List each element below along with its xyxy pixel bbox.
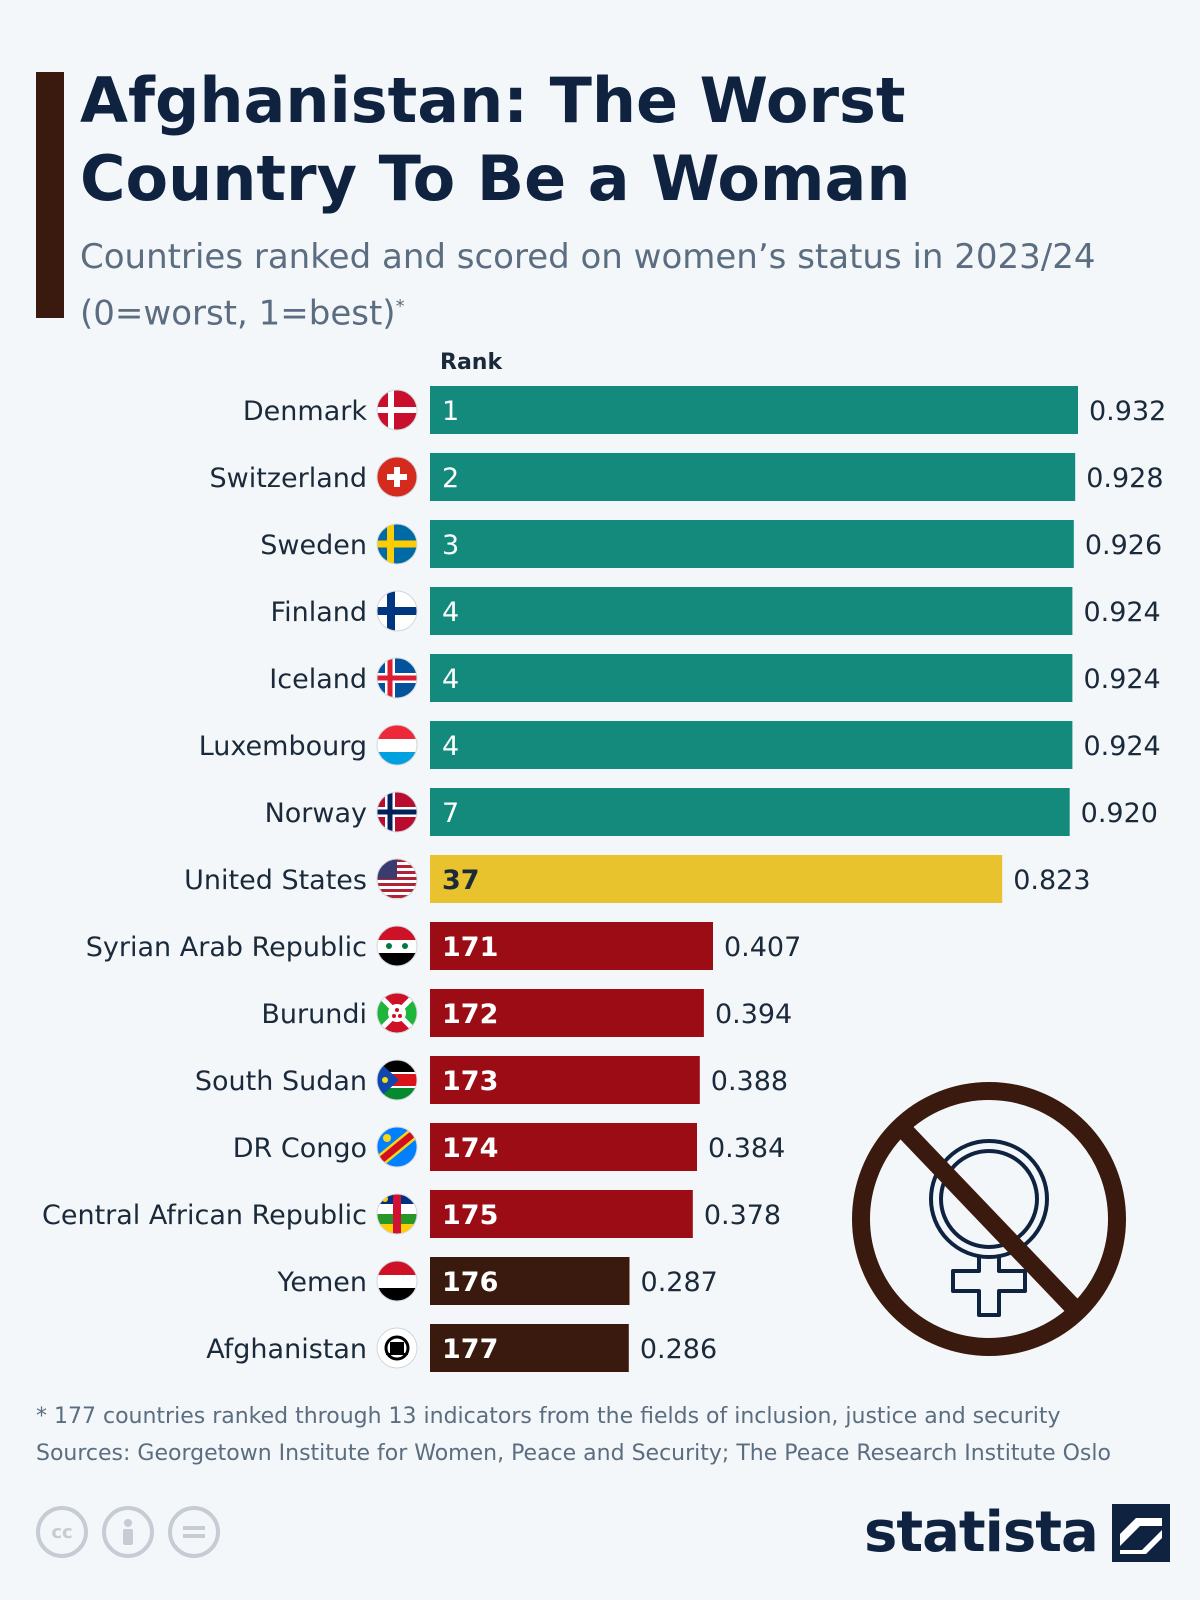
rank-label-south-sudan: 173 (442, 1066, 498, 1097)
value-label-burundi: 0.394 (715, 999, 792, 1030)
value-label-central-african-republic: 0.378 (704, 1200, 781, 1231)
bar-south-sudan (430, 1056, 700, 1104)
rank-label-iceland: 4 (442, 664, 459, 695)
rank-header: Rank (440, 350, 503, 375)
bar-switzerland (430, 453, 1076, 501)
bar-central-african-republic (430, 1190, 693, 1238)
country-label-yemen: Yemen (276, 1267, 367, 1298)
country-label-central-african-republic: Central African Republic (42, 1200, 367, 1231)
bar-sweden (430, 520, 1074, 568)
bar-yemen (430, 1257, 630, 1305)
country-label-norway: Norway (265, 798, 367, 829)
burundi-flag-icon (376, 992, 418, 1034)
syria-flag-icon (376, 925, 418, 967)
switzerland-flag-icon (376, 456, 418, 498)
value-label-united-states: 0.823 (1013, 865, 1090, 896)
value-label-denmark: 0.932 (1089, 396, 1166, 427)
statista-logo[interactable]: statista (864, 1500, 1170, 1565)
rank-label-dr-congo: 174 (442, 1133, 498, 1164)
dr-congo-flag-icon (376, 1126, 418, 1168)
country-label-denmark: Denmark (243, 396, 367, 427)
rank-label-sweden: 3 (442, 530, 459, 561)
page-subtitle: Countries ranked and scored on women’s s… (80, 232, 1160, 338)
value-label-switzerland: 0.928 (1086, 463, 1163, 494)
country-label-syrian-arab-republic: Syrian Arab Republic (86, 932, 367, 963)
country-label-sweden: Sweden (260, 530, 367, 561)
rank-label-switzerland: 2 (442, 463, 459, 494)
country-label-switzerland: Switzerland (210, 463, 368, 494)
value-label-norway: 0.920 (1081, 798, 1158, 829)
bar-luxembourg (430, 721, 1073, 769)
country-label-luxembourg: Luxembourg (199, 731, 367, 762)
country-label-south-sudan: South Sudan (195, 1066, 367, 1097)
subtitle-footnote-marker: * (395, 296, 405, 317)
bar-dr-congo (430, 1123, 697, 1171)
rank-label-united-states: 37 (442, 865, 480, 896)
bar-iceland (430, 654, 1073, 702)
value-label-south-sudan: 0.388 (711, 1066, 788, 1097)
footnote-note: * 177 countries ranked through 13 indica… (36, 1404, 1061, 1429)
bar-afghanistan (430, 1324, 629, 1372)
value-label-luxembourg: 0.924 (1083, 731, 1160, 762)
country-label-afghanistan: Afghanistan (206, 1334, 367, 1365)
creative-commons-icon[interactable]: cc (36, 1506, 88, 1558)
bar-denmark (430, 386, 1078, 434)
country-label-united-states: United States (184, 865, 367, 896)
rank-label-burundi: 172 (442, 999, 498, 1030)
value-label-finland: 0.924 (1083, 597, 1160, 628)
value-label-dr-congo: 0.384 (708, 1133, 785, 1164)
statista-mark-icon (1111, 1503, 1170, 1562)
finland-flag-icon (376, 590, 418, 632)
value-label-iceland: 0.924 (1083, 664, 1160, 695)
rank-label-finland: 4 (442, 597, 459, 628)
rank-label-luxembourg: 4 (442, 731, 459, 762)
footnote: * 177 countries ranked through 13 indica… (36, 1398, 1176, 1472)
rank-label-central-african-republic: 175 (442, 1200, 498, 1231)
afghanistan-flag-icon (376, 1327, 418, 1369)
rank-label-norway: 7 (442, 798, 459, 829)
country-label-finland: Finland (271, 597, 367, 628)
yemen-flag-icon (376, 1260, 418, 1302)
subtitle-text: Countries ranked and scored on women’s s… (80, 237, 1096, 334)
south-sudan-flag-icon (376, 1059, 418, 1101)
bar-syrian-arab-republic (430, 922, 713, 970)
no-women-symbol-icon (852, 1082, 1126, 1356)
rank-label-yemen: 176 (442, 1267, 498, 1298)
bar-burundi (430, 989, 704, 1037)
luxembourg-flag-icon (376, 724, 418, 766)
value-label-sweden: 0.926 (1085, 530, 1162, 561)
united-states-flag-icon (376, 858, 418, 900)
norway-flag-icon (376, 791, 418, 833)
denmark-flag-icon (376, 389, 418, 431)
value-label-afghanistan: 0.286 (640, 1334, 717, 1365)
no-derivatives-icon[interactable] (168, 1506, 220, 1558)
title-accent-bar (36, 72, 64, 318)
bar-chart: Rank Denmark 1 0.932 Switzerland 2 0.928 Swede… (42, 350, 1166, 1372)
bar-norway (430, 788, 1070, 836)
footnote-sources: Sources: Georgetown Institute for Women,… (36, 1441, 1111, 1466)
country-label-dr-congo: DR Congo (233, 1133, 367, 1164)
iceland-flag-icon (376, 657, 418, 699)
brand-name: statista (864, 1500, 1099, 1565)
central-african-republic-flag-icon (376, 1193, 418, 1235)
rank-label-afghanistan: 177 (442, 1334, 498, 1365)
rank-label-denmark: 1 (442, 396, 459, 427)
rank-label-syrian-arab-republic: 171 (442, 932, 498, 963)
attribution-icon[interactable] (102, 1506, 154, 1558)
country-label-burundi: Burundi (261, 999, 367, 1030)
license-icons: cc (36, 1506, 220, 1558)
sweden-flag-icon (376, 523, 418, 565)
country-label-iceland: Iceland (269, 664, 367, 695)
bar-united-states (430, 855, 1003, 903)
value-label-yemen: 0.287 (641, 1267, 718, 1298)
page-title: Afghanistan: The Worst Country To Be a W… (80, 64, 911, 215)
value-label-syrian-arab-republic: 0.407 (724, 932, 801, 963)
bar-finland (430, 587, 1073, 635)
